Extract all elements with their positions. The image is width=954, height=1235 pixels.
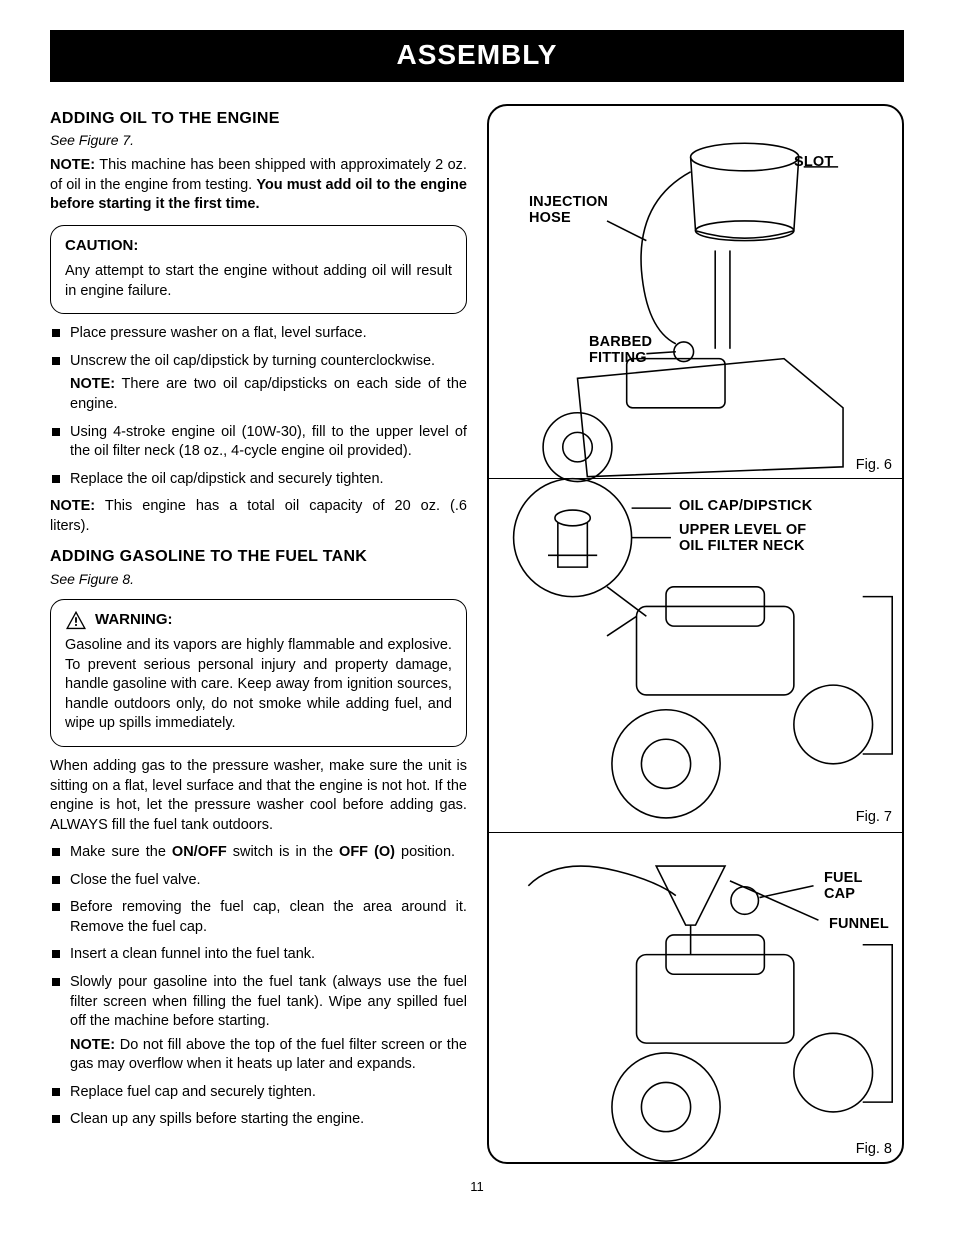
caution-title: CAUTION: <box>65 236 452 256</box>
page-number: 11 <box>50 1178 904 1196</box>
bullet: Slowly pour gasoline into the fuel tank … <box>50 973 467 1032</box>
bullet: Unscrew the oil cap/dipstick by turning … <box>50 352 467 372</box>
gas-subnote-body: Do not fill above the top of the fuel fi… <box>70 1037 467 1073</box>
figures-panel: SLOT INJECTION HOSE BARBED FITTING Fig. … <box>487 104 904 1164</box>
callout-oil-cap: OIL CAP/DIPSTICK <box>679 498 812 515</box>
fig8-label: Fig. 8 <box>856 1140 892 1160</box>
oil-subnote-body: There are two oil cap/dipsticks on each … <box>70 376 467 412</box>
bullet: Replace the oil cap/dipstick and securel… <box>50 470 467 490</box>
figure-art <box>489 106 902 1162</box>
bullet: Clean up any spills before starting the … <box>50 1110 467 1130</box>
bullet: Using 4-stroke engine oil (10W-30), fill… <box>50 423 467 462</box>
section-gas-title: ADDING GASOLINE TO THE FUEL TANK <box>50 546 467 568</box>
gas-bullets-1: Make sure the ON/OFF switch is in the OF… <box>50 843 467 1032</box>
see-fig-7: See Figure 7. <box>50 131 467 150</box>
note-label: NOTE: <box>50 498 95 514</box>
left-column: ADDING OIL TO THE ENGINE See Figure 7. N… <box>50 104 467 1164</box>
oil-bullets-2: Using 4-stroke engine oil (10W-30), fill… <box>50 423 467 490</box>
bullet: Close the fuel valve. <box>50 871 467 891</box>
oil-note: NOTE: This machine has been shipped with… <box>50 156 467 215</box>
bullet: Before removing the fuel cap, clean the … <box>50 898 467 937</box>
warning-body: Gasoline and its vapors are highly flamm… <box>65 636 452 734</box>
callout-slot: SLOT <box>794 154 833 171</box>
t: OFF (O) <box>339 844 395 860</box>
caution-box: CAUTION: Any attempt to start the engine… <box>50 225 467 314</box>
t: switch is in the <box>227 844 339 860</box>
caution-body: Any attempt to start the engine without … <box>65 262 452 301</box>
callout-barbed-fitting: BARBED FITTING <box>589 334 652 367</box>
bullet: Make sure the ON/OFF switch is in the OF… <box>50 843 467 863</box>
oil-bullets-1: Place pressure washer on a flat, level s… <box>50 324 467 371</box>
warning-title: WARNING: <box>95 610 173 630</box>
gas-bullets-2: Replace fuel cap and securely tighten. C… <box>50 1083 467 1130</box>
gas-subnote: NOTE: Do not fill above the top of the f… <box>50 1036 467 1075</box>
t: ON/OFF <box>172 844 227 860</box>
callout-funnel: FUNNEL <box>829 916 889 933</box>
warning-icon <box>65 610 87 630</box>
note-label: NOTE: <box>70 1037 115 1053</box>
note-label: NOTE: <box>70 376 115 392</box>
section-oil-title: ADDING OIL TO THE ENGINE <box>50 108 467 130</box>
bullet: Place pressure washer on a flat, level s… <box>50 324 467 344</box>
t: Make sure the <box>70 844 172 860</box>
oil-subnote: NOTE: There are two oil cap/dipsticks on… <box>50 375 467 414</box>
fig7-label: Fig. 7 <box>856 808 892 828</box>
bullet: Replace fuel cap and securely tighten. <box>50 1083 467 1103</box>
fig6-label: Fig. 6 <box>856 456 892 476</box>
bullet: Insert a clean funnel into the fuel tank… <box>50 945 467 965</box>
callout-upper-level: UPPER LEVEL OF OIL FILTER NECK <box>679 522 806 555</box>
gas-intro-para: When adding gas to the pressure washer, … <box>50 757 467 835</box>
oil-after-note: NOTE: This engine has a total oil capaci… <box>50 497 467 536</box>
warning-box: WARNING: Gasoline and its vapors are hig… <box>50 599 467 747</box>
see-fig-8: See Figure 8. <box>50 570 467 589</box>
t: position. <box>395 844 455 860</box>
callout-injection-hose: INJECTION HOSE <box>529 194 608 227</box>
oil-after-note-body: This engine has a total oil capacity of … <box>50 498 467 534</box>
note-label: NOTE: <box>50 157 95 173</box>
callout-fuel-cap: FUEL CAP <box>824 870 863 903</box>
page-banner: ASSEMBLY <box>50 30 904 82</box>
